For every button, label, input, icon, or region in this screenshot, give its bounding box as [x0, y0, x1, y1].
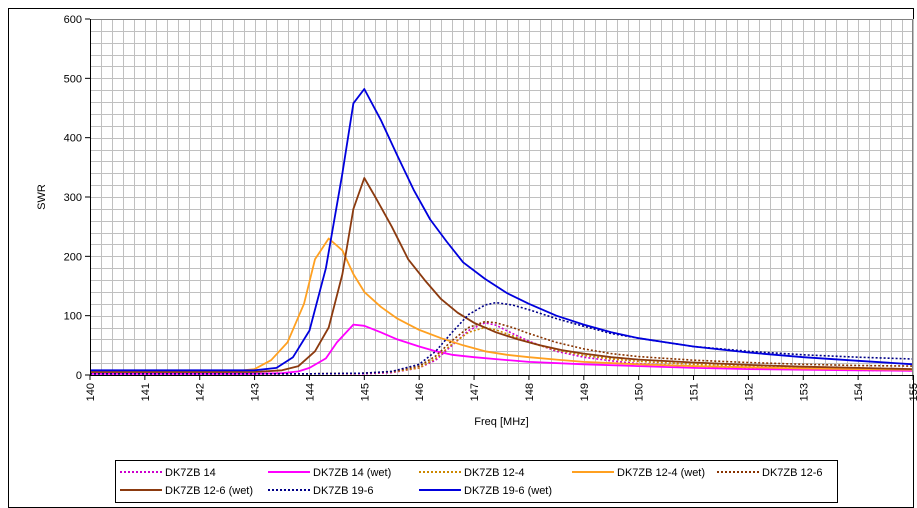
outer-frame: [8, 8, 914, 508]
y-axis-label: SWR: [36, 184, 48, 210]
x-tick-label: 144: [304, 383, 316, 401]
x-tick-label: 146: [414, 383, 426, 401]
x-axis-label: Freq [MHz]: [474, 416, 528, 428]
series-line-7: [90, 88, 914, 372]
axes: [85, 18, 914, 380]
x-tick-label: 143: [250, 383, 262, 401]
x-tick-label: 149: [579, 383, 591, 401]
x-tick-label: 141: [140, 383, 152, 401]
legend-label: DK7ZB 12-6 (wet): [165, 485, 253, 497]
series-line-5: [90, 177, 914, 373]
x-tick-label: 150: [634, 383, 646, 401]
x-tick-label: 142: [195, 383, 207, 401]
series-line-6: [90, 301, 914, 375]
y-tick-label: 0: [76, 370, 82, 382]
x-tick-label: 147: [469, 383, 481, 401]
legend-label: DK7ZB 19-6 (wet): [464, 485, 552, 497]
y-tick-label: 500: [64, 73, 82, 85]
legend-label: DK7ZB 14: [165, 467, 216, 479]
legend-label: DK7ZB 14 (wet): [313, 467, 391, 479]
y-tick-label: 400: [64, 133, 82, 145]
legend: DK7ZB 14 DK7ZB 14 (wet) DK7ZB 12-4 DK7ZB 12…: [115, 460, 838, 503]
legend-label: DK7ZB 12-6: [762, 467, 823, 479]
series-lines: [90, 88, 914, 375]
x-tick-label: 152: [743, 383, 755, 401]
x-tick-label: 154: [853, 383, 865, 401]
x-tick-label: 155: [908, 383, 917, 401]
legend-label: DK7ZB 12-4: [464, 467, 525, 479]
grid: [90, 19, 914, 376]
x-tick-label: 151: [689, 383, 701, 401]
legend-label: DK7ZB 19-6: [313, 485, 374, 497]
x-tick-label: 145: [359, 383, 371, 401]
x-tick-label: 148: [524, 383, 536, 401]
x-tick-labels: 140 141 142 143 144 145 146 147 148 149 150 151 152 1…: [85, 383, 917, 401]
legend-label: DK7ZB 12-4 (wet): [617, 467, 705, 479]
y-tick-label: 600: [64, 14, 82, 26]
x-tick-label: 153: [798, 383, 810, 401]
x-tick-label: 140: [85, 383, 97, 401]
y-tick-label: 200: [64, 251, 82, 263]
y-tick-labels: 0 100 200 300 400 500 600: [64, 14, 82, 382]
legend-box: [115, 460, 838, 503]
series-line-3: [90, 237, 914, 373]
series-line-1: [90, 323, 914, 375]
chart-frame: [8, 8, 914, 508]
y-tick-label: 300: [64, 192, 82, 204]
y-tick-label: 100: [64, 311, 82, 323]
